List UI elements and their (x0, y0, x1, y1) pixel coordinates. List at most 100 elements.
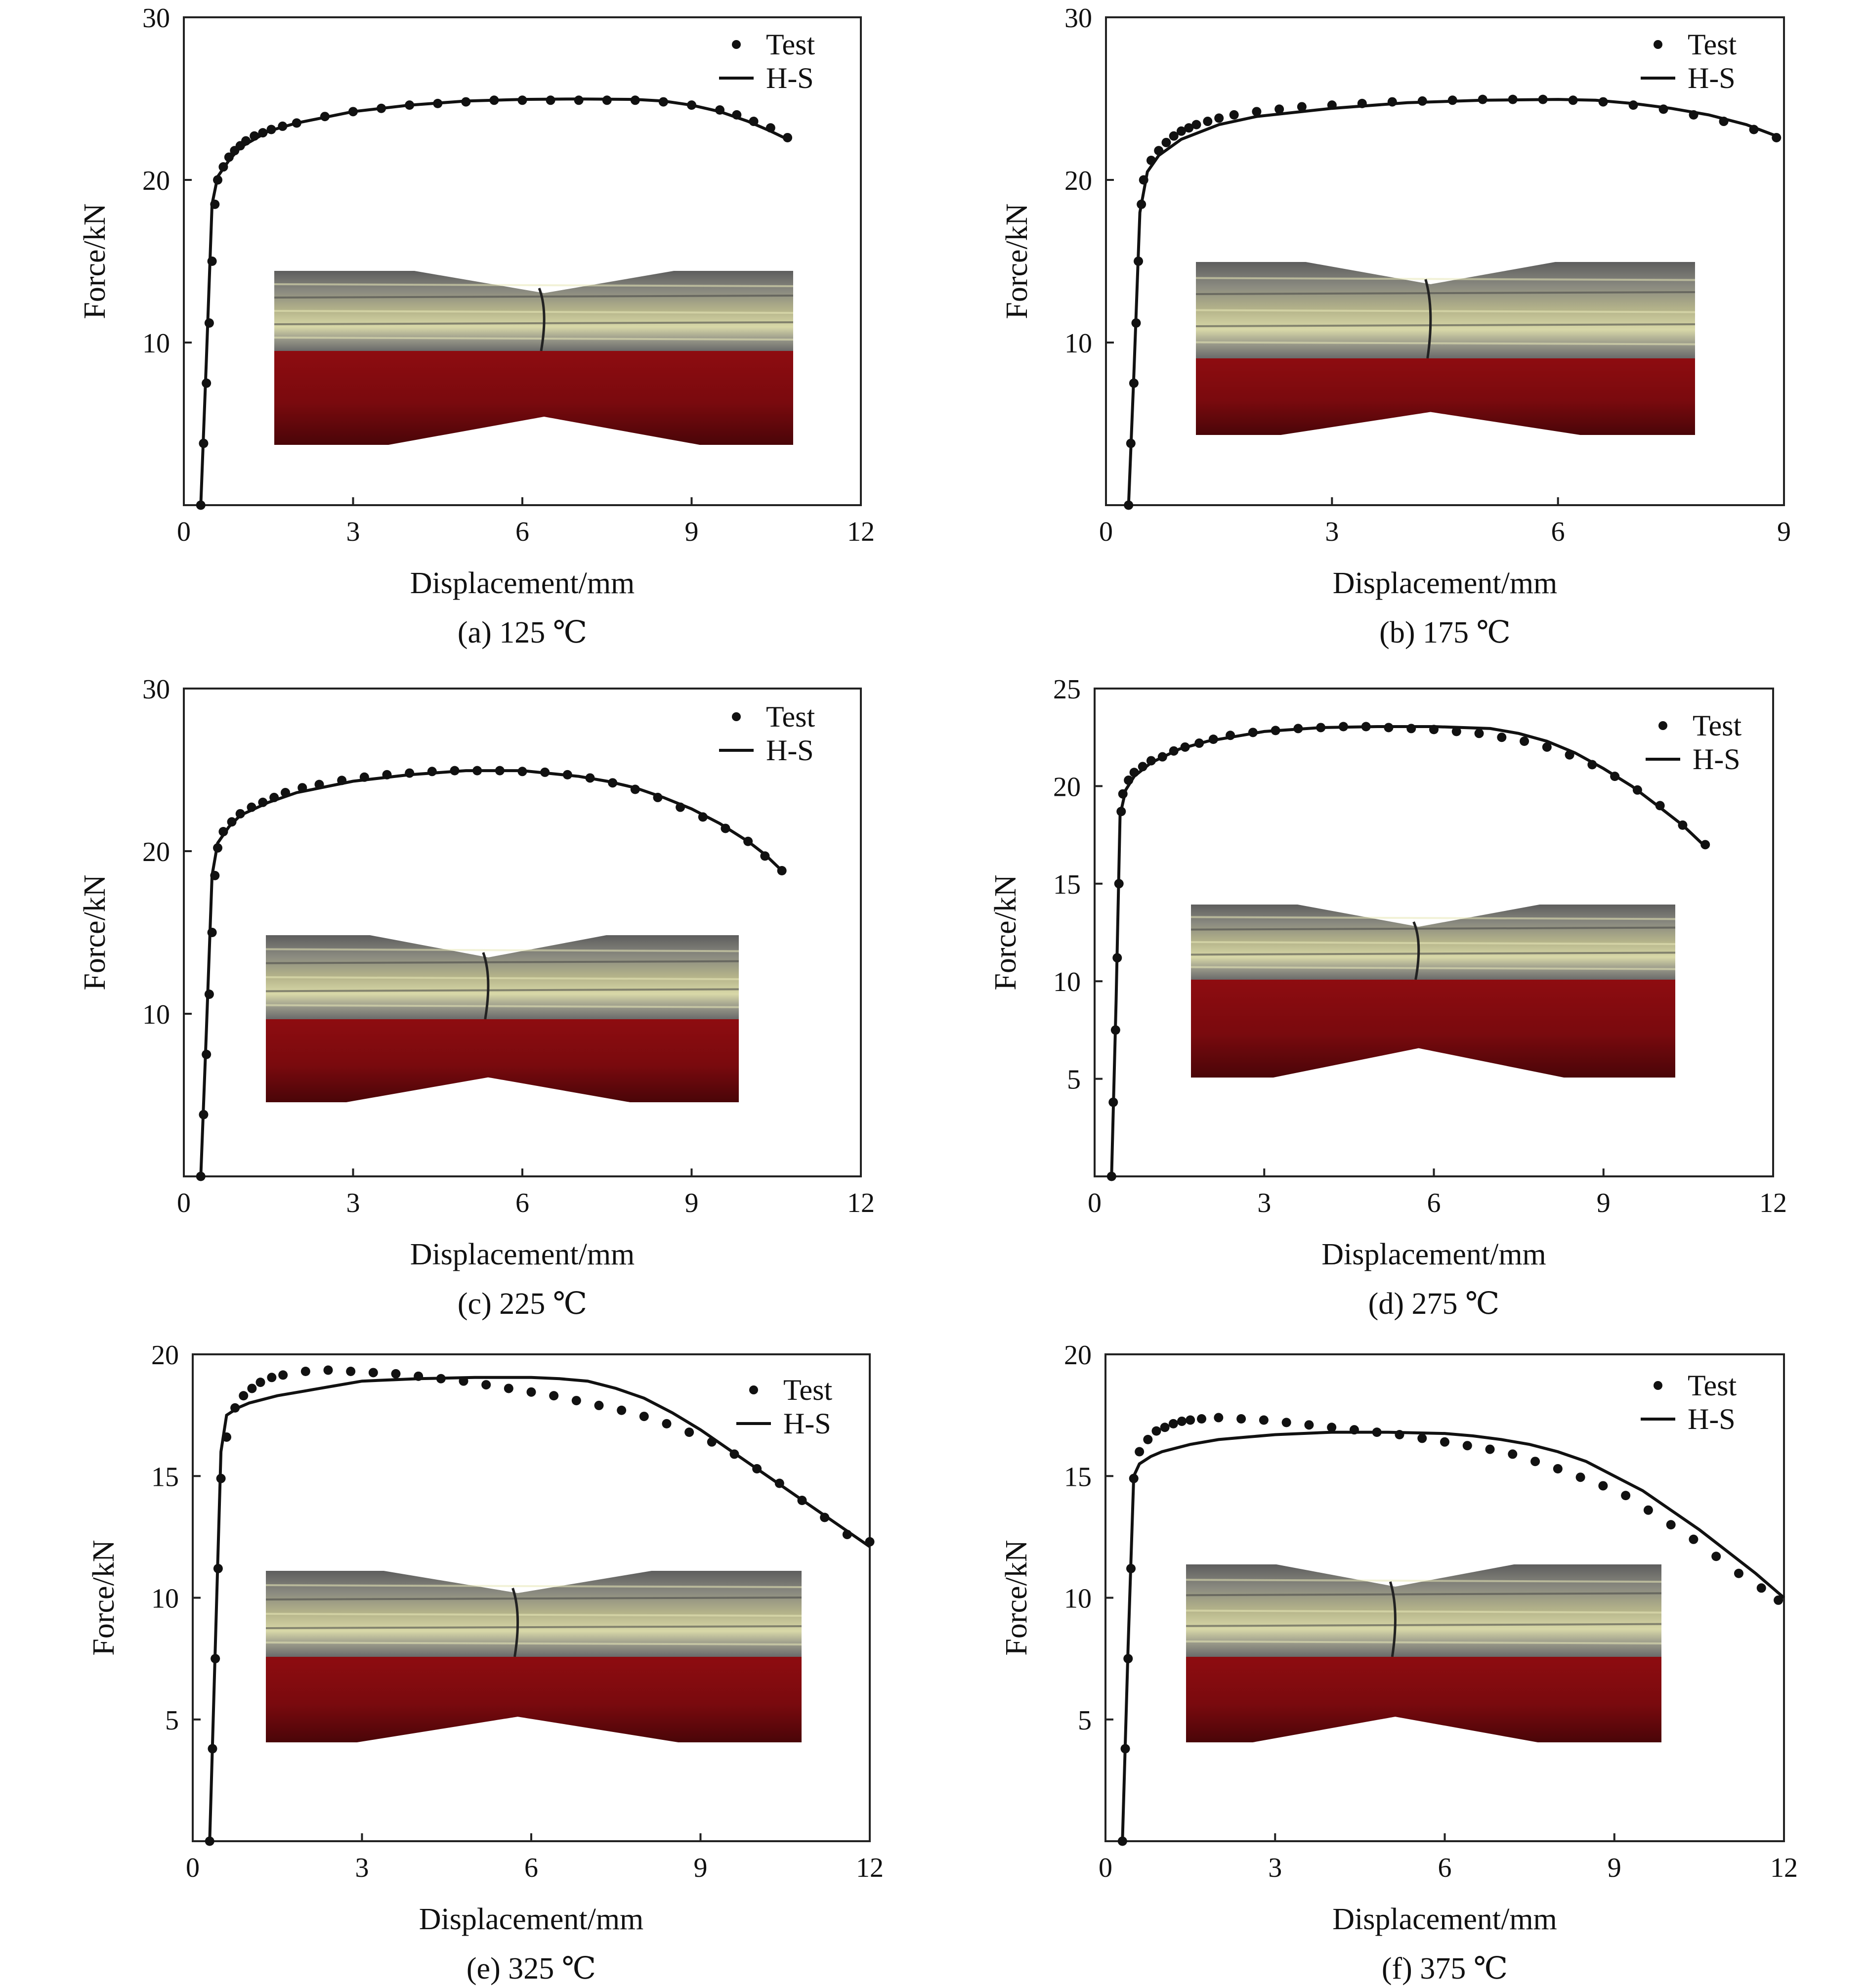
simulated-specimen (1186, 1657, 1661, 1742)
test-data-point (1689, 1534, 1698, 1544)
test-data-point (239, 1391, 249, 1401)
x-tick-label: 0 (1088, 1188, 1102, 1218)
specimen-texture-line (1190, 966, 1676, 970)
test-data-point (1520, 736, 1529, 746)
x-tick-label: 12 (1759, 1188, 1787, 1218)
legend-label-test: Test (1693, 709, 1741, 742)
x-axis-title: Displacement/mm (1333, 566, 1558, 600)
y-tick-label: 5 (165, 1705, 179, 1736)
specimen-texture-line (265, 948, 739, 952)
y-axis-title: Force/kN (78, 203, 112, 319)
legend-marker-test (749, 1385, 758, 1394)
test-data-point (196, 1171, 206, 1181)
test-data-point (549, 1391, 559, 1401)
specimen-texture-line (1186, 1640, 1662, 1644)
legend-label-test: Test (1688, 28, 1737, 61)
chart-panel: 0 3 6 9 12 10 20 30 Displacement/mm Force/kN (a) 1… (78, 3, 875, 649)
test-data-point (1169, 131, 1179, 141)
x-tick-label: 3 (1257, 1188, 1271, 1218)
series-line-hs (199, 97, 788, 506)
test-data-point (1666, 1520, 1676, 1530)
test-data-point (594, 1400, 604, 1410)
x-tick-label: 9 (1608, 1853, 1621, 1883)
panel-caption: (a) 125 ℃ (458, 616, 587, 649)
panel-caption: (b) 175 ℃ (1379, 616, 1511, 649)
x-tick-label: 0 (177, 1188, 191, 1218)
x-axis-title: Displacement/mm (1332, 1902, 1557, 1936)
specimen-texture-line (1186, 1609, 1662, 1614)
specimen-texture-line (1190, 941, 1676, 945)
x-tick-label: 6 (524, 1853, 538, 1883)
chart-panel: 0 3 6 9 12 10 20 30 Displacement/mm Force/kN (c) 2… (78, 674, 875, 1321)
specimen-texture-line (265, 960, 739, 964)
test-data-point (1451, 727, 1461, 736)
test-data-point (1176, 126, 1186, 136)
fracture-crack (538, 288, 546, 351)
test-data-point (1304, 1420, 1314, 1430)
simulated-specimen (1196, 358, 1695, 435)
test-data-point (617, 1405, 627, 1415)
y-tick-label: 30 (142, 674, 170, 705)
y-tick-label: 20 (1064, 1340, 1092, 1371)
legend-marker-test (1658, 721, 1667, 730)
specimen-texture-line (1186, 1623, 1662, 1627)
panel-caption: (e) 325 ℃ (467, 1952, 596, 1986)
simulated-specimen (1191, 980, 1675, 1078)
legend-label-hs: H-S (766, 734, 814, 767)
specimen-texture-line (1195, 309, 1696, 313)
test-data-point (1135, 1447, 1145, 1457)
test-data-point (1485, 1444, 1495, 1454)
y-axis-title: Force/kN (989, 874, 1022, 990)
specimen-texture-line (274, 283, 794, 287)
fracture-crack (1389, 1581, 1397, 1657)
test-data-point (1497, 733, 1507, 742)
legend-label-test: Test (766, 28, 815, 61)
test-data-point (1621, 1491, 1631, 1501)
chart-panel: 0 3 6 9 12 5 10 15 20 Displacement/mm Force/kN (e) … (87, 1340, 884, 1986)
y-axis-title: Force/kN (78, 874, 112, 990)
test-data-point (1508, 1449, 1518, 1459)
x-tick-label: 3 (1325, 517, 1339, 547)
specimen-texture-line (274, 337, 794, 341)
x-tick-label: 12 (1770, 1853, 1798, 1883)
test-data-point (1327, 1423, 1337, 1432)
test-data-point (1143, 1434, 1153, 1444)
y-axis-title: Force/kN (1000, 1540, 1033, 1655)
specimen-texture-line (1186, 1579, 1662, 1583)
test-data-point (1542, 742, 1552, 752)
x-tick-label: 9 (1597, 1188, 1611, 1218)
y-tick-label: 20 (142, 837, 170, 867)
fracture-crack (1412, 921, 1420, 980)
y-tick-label: 10 (142, 999, 170, 1030)
fracture-crack (482, 952, 490, 1020)
y-tick-label: 10 (1053, 967, 1081, 997)
test-data-point (205, 1836, 214, 1846)
test-data-point (1756, 1583, 1766, 1593)
test-data-point (1417, 1433, 1427, 1443)
test-data-point (368, 1368, 378, 1378)
series-line-hs (1110, 725, 1706, 1177)
test-data-point (1177, 1416, 1187, 1426)
y-tick-label: 10 (1064, 1584, 1092, 1614)
test-data-point (1530, 1457, 1540, 1467)
series-line-hs (208, 1376, 871, 1842)
y-tick-label: 20 (1053, 772, 1081, 802)
test-data-point (267, 1373, 277, 1383)
legend-label-test: Test (783, 1374, 832, 1406)
specimen-texture-line (1195, 341, 1696, 346)
y-tick-label: 5 (1078, 1705, 1092, 1736)
x-tick-label: 9 (1777, 517, 1791, 547)
test-data-point (1259, 1415, 1269, 1425)
test-data-point (1252, 107, 1262, 117)
specimen-texture-line (1186, 1592, 1662, 1597)
y-axis-title: Force/kN (1000, 203, 1034, 319)
panel-caption: (c) 225 ℃ (458, 1287, 587, 1321)
test-data-point (1553, 1464, 1563, 1473)
test-data-point (300, 1366, 310, 1376)
test-data-point (1184, 123, 1194, 133)
specimen-texture-line (274, 321, 794, 325)
test-data-point (346, 1366, 356, 1376)
